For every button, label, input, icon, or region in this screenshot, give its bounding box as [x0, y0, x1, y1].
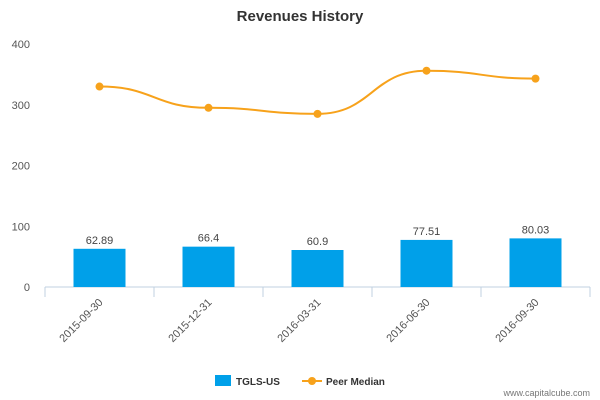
chart-title: Revenues History	[237, 8, 364, 25]
bar-data-label: 62.89	[86, 235, 114, 247]
bar-data-label: 66.4	[198, 233, 219, 245]
y-axis: 0 100 200 300 400	[12, 39, 30, 294]
x-tick-label: 2015-12-31	[166, 297, 214, 345]
x-tick-label: 2016-03-31	[275, 297, 323, 345]
y-tick-label: 400	[12, 39, 30, 51]
y-tick-label: 300	[12, 100, 30, 112]
peer-median-point	[95, 82, 104, 91]
peer-median-point	[313, 109, 322, 118]
x-tick-label: 2016-09-30	[493, 297, 541, 345]
peer-median-point	[204, 103, 213, 112]
y-tick-label: 100	[12, 221, 30, 233]
peer-median-line	[99, 69, 536, 115]
legend: TGLS-US Peer Median	[215, 375, 385, 388]
bar-series	[73, 238, 562, 287]
bar	[291, 250, 344, 287]
x-tick-labels: 2015-09-30 2015-12-31 2016-03-31 2016-06-30…	[57, 297, 541, 345]
legend-label-bar: TGLS-US	[236, 377, 280, 388]
bar	[182, 246, 235, 287]
watermark-text: www.capitalcube.com	[502, 388, 590, 398]
x-tick-label: 2016-06-30	[384, 297, 432, 345]
y-tick-label: 200	[12, 161, 30, 173]
bar-data-label: 60.9	[307, 236, 328, 248]
peer-median-point	[422, 66, 431, 75]
legend-label-line: Peer Median	[326, 377, 385, 388]
x-axis	[44, 286, 591, 297]
x-tick-label: 2015-09-30	[57, 297, 105, 345]
bar	[400, 239, 453, 287]
line-series	[95, 66, 540, 118]
bar-data-label: 77.51	[413, 226, 441, 238]
bar-data-labels: 62.89 66.4 60.9 77.51 80.03	[86, 224, 550, 248]
legend-swatch-marker	[308, 377, 316, 385]
bar-data-label: 80.03	[522, 224, 550, 236]
y-tick-label: 0	[24, 282, 30, 294]
bar	[509, 238, 562, 287]
bar	[73, 248, 126, 287]
peer-median-point	[531, 74, 540, 83]
legend-swatch-bar	[215, 375, 231, 386]
